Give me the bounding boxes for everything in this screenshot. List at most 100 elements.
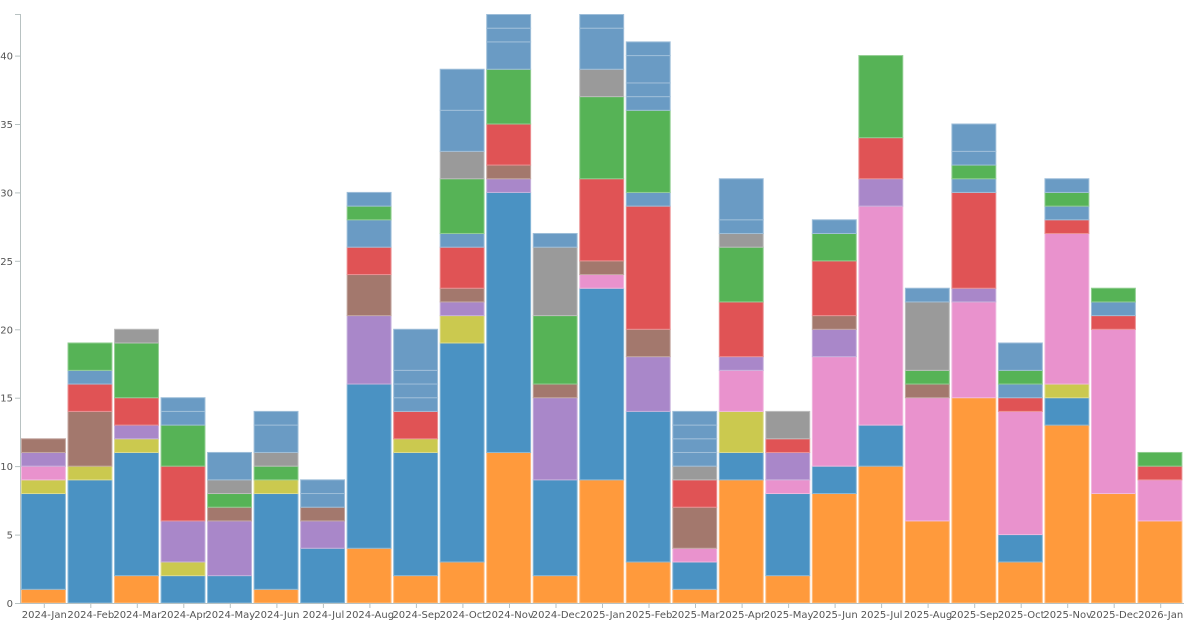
bar-segment-brown[interactable]	[486, 164, 532, 180]
bar-segment-pink[interactable]	[718, 369, 764, 412]
bar-segment-orange[interactable]	[997, 561, 1043, 604]
bar-segment-blue[interactable]	[532, 479, 578, 577]
bar-segment-brown[interactable]	[439, 287, 485, 303]
bar-segment-orange[interactable]	[811, 493, 857, 604]
bar-segment-steelblue[interactable]	[160, 410, 206, 426]
bar-segment-orange[interactable]	[579, 479, 625, 604]
bar-segment-steelblue[interactable]	[625, 41, 671, 57]
bar-segment-blue[interactable]	[811, 465, 857, 495]
bar-segment-red[interactable]	[346, 246, 392, 276]
bar-segment-red[interactable]	[997, 397, 1043, 412]
bar-segment-orange[interactable]	[253, 588, 299, 604]
bar-segment-gray[interactable]	[207, 479, 252, 495]
bar-segment-olive[interactable]	[393, 438, 439, 453]
bar-segment-blue[interactable]	[393, 451, 439, 577]
bar-segment-olive[interactable]	[253, 479, 299, 495]
bar-segment-brown[interactable]	[532, 383, 578, 399]
bar-segment-pink[interactable]	[1044, 232, 1090, 385]
bar-segment-olive[interactable]	[718, 410, 764, 453]
bar-segment-red[interactable]	[486, 123, 532, 166]
bar-segment-green[interactable]	[718, 246, 764, 303]
bar-segment-green[interactable]	[579, 96, 625, 180]
bar-segment-blue[interactable]	[625, 410, 671, 563]
bar-segment-orange[interactable]	[393, 575, 439, 604]
bar-segment-gray[interactable]	[904, 301, 950, 371]
bar-segment-blue[interactable]	[207, 575, 252, 604]
bar-segment-purple[interactable]	[114, 424, 159, 440]
bar-segment-steelblue[interactable]	[300, 493, 346, 508]
bar-segment-green[interactable]	[207, 493, 252, 508]
bar-segment-olive[interactable]	[439, 315, 485, 344]
bar-segment-purple[interactable]	[951, 287, 997, 303]
bar-segment-brown[interactable]	[207, 506, 252, 522]
bar-segment-steelblue[interactable]	[439, 109, 485, 152]
bar-segment-gray[interactable]	[579, 68, 625, 98]
bar-segment-steelblue[interactable]	[1090, 301, 1136, 317]
bar-segment-pink[interactable]	[21, 465, 66, 481]
bar-segment-green[interactable]	[951, 164, 997, 180]
bar-segment-steelblue[interactable]	[486, 14, 532, 29]
bar-segment-steelblue[interactable]	[672, 438, 718, 453]
bar-segment-steelblue[interactable]	[393, 383, 439, 399]
bar-segment-red[interactable]	[672, 479, 718, 508]
bar-segment-orange[interactable]	[858, 465, 904, 604]
bar-segment-steelblue[interactable]	[951, 150, 997, 166]
bar-segment-steelblue[interactable]	[67, 369, 113, 385]
bar-segment-steelblue[interactable]	[672, 424, 718, 440]
bar-segment-steelblue[interactable]	[951, 123, 997, 152]
bar-segment-steelblue[interactable]	[439, 68, 485, 111]
bar-segment-gray[interactable]	[532, 246, 578, 317]
bar-segment-steelblue[interactable]	[579, 14, 625, 29]
bar-segment-brown[interactable]	[67, 410, 113, 467]
bar-segment-steelblue[interactable]	[207, 451, 252, 481]
bar-segment-purple[interactable]	[160, 520, 206, 563]
bar-segment-purple[interactable]	[300, 520, 346, 549]
bar-segment-orange[interactable]	[625, 561, 671, 604]
bar-segment-orange[interactable]	[439, 561, 485, 604]
bar-segment-green[interactable]	[811, 232, 857, 262]
bar-segment-pink[interactable]	[1137, 479, 1183, 522]
bar-segment-blue[interactable]	[67, 479, 113, 604]
bar-segment-orange[interactable]	[532, 575, 578, 604]
bar-segment-brown[interactable]	[579, 260, 625, 276]
bar-segment-olive[interactable]	[160, 561, 206, 577]
bar-segment-orange[interactable]	[1090, 493, 1136, 604]
bar-segment-blue[interactable]	[439, 342, 485, 563]
bar-segment-steelblue[interactable]	[486, 41, 532, 70]
bar-segment-steelblue[interactable]	[625, 82, 671, 98]
bar-segment-steelblue[interactable]	[486, 27, 532, 43]
bar-segment-red[interactable]	[393, 410, 439, 440]
bar-segment-green[interactable]	[160, 424, 206, 467]
bar-segment-green[interactable]	[997, 369, 1043, 385]
bar-segment-steelblue[interactable]	[811, 219, 857, 234]
bar-segment-blue[interactable]	[718, 451, 764, 481]
bar-segment-green[interactable]	[625, 109, 671, 193]
bar-segment-pink[interactable]	[672, 547, 718, 563]
bar-segment-red[interactable]	[625, 205, 671, 330]
bar-segment-red[interactable]	[718, 301, 764, 358]
bar-segment-olive[interactable]	[67, 465, 113, 481]
bar-segment-blue[interactable]	[486, 191, 532, 453]
bar-segment-blue[interactable]	[765, 493, 811, 577]
bar-segment-pink[interactable]	[811, 356, 857, 467]
bar-segment-red[interactable]	[765, 438, 811, 453]
bar-segment-steelblue[interactable]	[625, 191, 671, 207]
bar-segment-brown[interactable]	[672, 506, 718, 549]
bar-segment-orange[interactable]	[1044, 424, 1090, 604]
bar-segment-blue[interactable]	[672, 561, 718, 590]
bar-segment-blue[interactable]	[300, 547, 346, 604]
bar-segment-purple[interactable]	[625, 356, 671, 412]
bar-segment-steelblue[interactable]	[253, 424, 299, 453]
bar-segment-orange[interactable]	[718, 479, 764, 604]
bar-segment-steelblue[interactable]	[1044, 178, 1090, 193]
bar-segment-steelblue[interactable]	[579, 27, 625, 70]
bar-segment-gray[interactable]	[253, 451, 299, 467]
bar-segment-blue[interactable]	[997, 534, 1043, 563]
bar-segment-red[interactable]	[160, 465, 206, 522]
bar-segment-brown[interactable]	[811, 315, 857, 330]
bar-segment-purple[interactable]	[765, 451, 811, 481]
bar-segment-orange[interactable]	[114, 575, 159, 604]
bar-segment-red[interactable]	[858, 137, 904, 180]
bar-segment-steelblue[interactable]	[393, 397, 439, 412]
bar-segment-steelblue[interactable]	[625, 96, 671, 111]
